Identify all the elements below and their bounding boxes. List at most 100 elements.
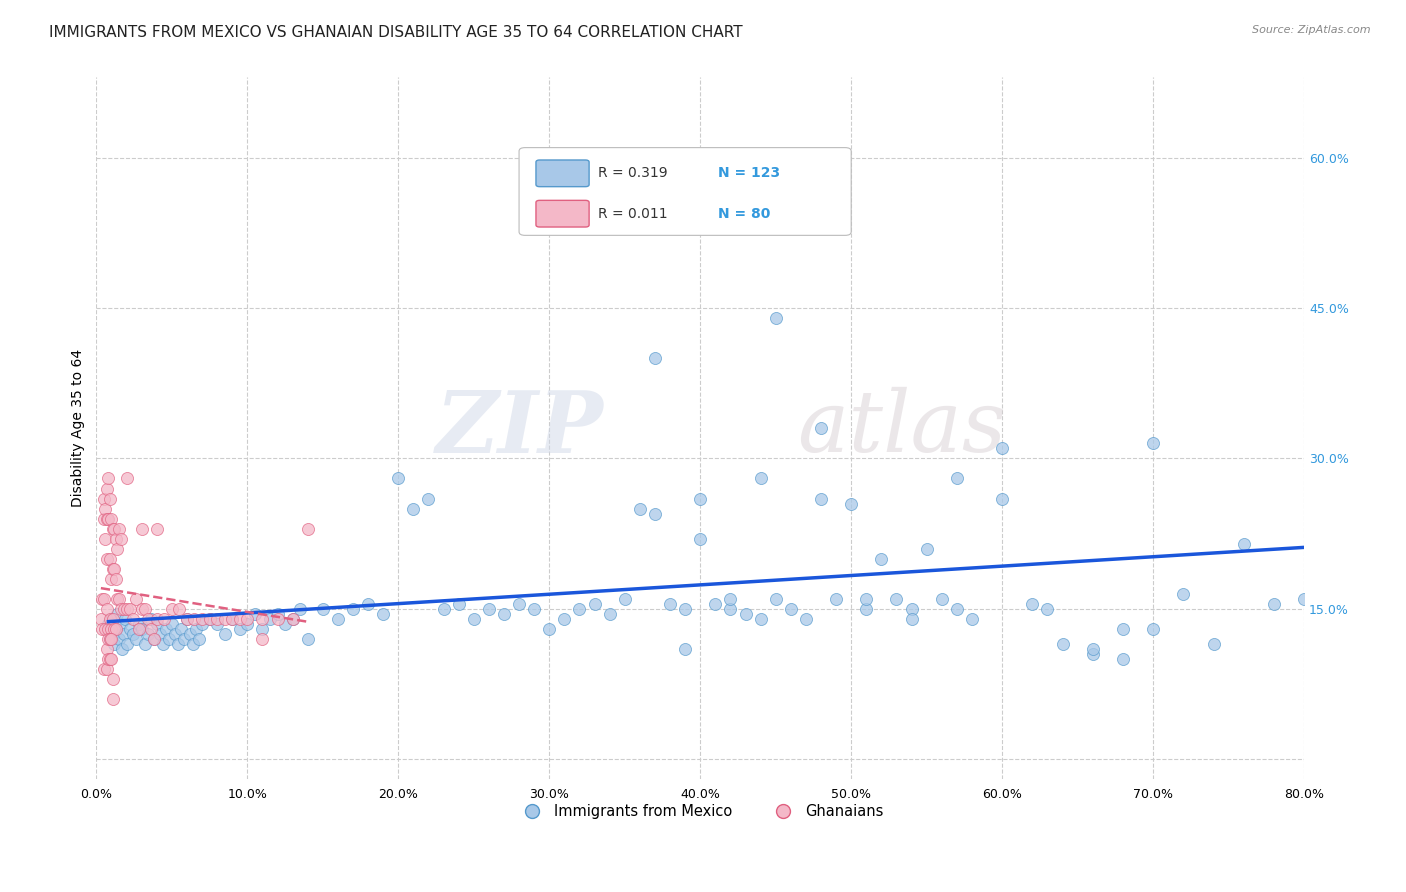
- Point: [131, 622, 153, 636]
- FancyBboxPatch shape: [536, 160, 589, 186]
- Point: [170, 622, 193, 636]
- Point: [274, 616, 297, 631]
- Point: [152, 637, 174, 651]
- Point: [281, 612, 304, 626]
- Point: [93, 491, 115, 506]
- Point: [673, 602, 696, 616]
- Point: [93, 511, 115, 525]
- Point: [98, 491, 121, 506]
- Point: [1142, 436, 1164, 450]
- Point: [478, 602, 501, 616]
- Point: [689, 532, 711, 546]
- Point: [100, 632, 122, 646]
- Point: [236, 616, 259, 631]
- Point: [108, 591, 131, 606]
- Point: [176, 612, 198, 626]
- Point: [214, 612, 236, 626]
- Point: [100, 612, 122, 626]
- Point: [447, 597, 470, 611]
- Point: [508, 597, 530, 611]
- Point: [149, 627, 172, 641]
- Point: [644, 351, 666, 366]
- Point: [107, 607, 129, 621]
- Point: [98, 632, 121, 646]
- Point: [779, 602, 801, 616]
- Text: ZIP: ZIP: [436, 386, 603, 470]
- Point: [101, 562, 124, 576]
- Point: [198, 612, 221, 626]
- Point: [181, 637, 204, 651]
- Point: [124, 591, 146, 606]
- Point: [1052, 637, 1074, 651]
- Point: [93, 591, 115, 606]
- Point: [1202, 637, 1225, 651]
- Point: [115, 637, 138, 651]
- Point: [107, 591, 129, 606]
- Point: [704, 597, 727, 611]
- Point: [810, 491, 832, 506]
- Point: [221, 612, 243, 626]
- Point: [98, 612, 121, 626]
- Point: [167, 637, 190, 651]
- Point: [96, 602, 118, 616]
- Point: [97, 622, 120, 636]
- Point: [97, 471, 120, 485]
- Point: [613, 191, 636, 205]
- Point: [659, 597, 682, 611]
- Point: [169, 602, 191, 616]
- Point: [103, 637, 125, 651]
- Point: [915, 541, 938, 556]
- Text: Source: ZipAtlas.com: Source: ZipAtlas.com: [1253, 25, 1371, 35]
- Point: [96, 641, 118, 656]
- Point: [960, 612, 983, 626]
- Point: [765, 591, 787, 606]
- Point: [104, 572, 127, 586]
- Point: [100, 622, 122, 636]
- Point: [794, 612, 817, 626]
- Point: [118, 622, 141, 636]
- Point: [266, 607, 288, 621]
- Point: [946, 471, 969, 485]
- Point: [205, 612, 228, 626]
- Point: [191, 612, 214, 626]
- Point: [107, 541, 129, 556]
- Point: [160, 616, 183, 631]
- Point: [749, 471, 772, 485]
- Point: [160, 602, 183, 616]
- Point: [931, 591, 953, 606]
- Point: [191, 616, 214, 631]
- Point: [91, 591, 114, 606]
- Point: [108, 632, 131, 646]
- Point: [463, 612, 485, 626]
- Point: [886, 591, 908, 606]
- Point: [101, 612, 124, 626]
- Point: [900, 612, 922, 626]
- Point: [97, 616, 120, 631]
- Point: [297, 522, 319, 536]
- Point: [492, 607, 515, 621]
- Point: [96, 511, 118, 525]
- Point: [121, 612, 143, 626]
- Point: [145, 616, 167, 631]
- Text: N = 80: N = 80: [718, 207, 770, 220]
- Point: [900, 602, 922, 616]
- Point: [131, 602, 153, 616]
- Point: [734, 607, 756, 621]
- Point: [553, 612, 575, 626]
- Point: [243, 607, 266, 621]
- Point: [418, 491, 440, 506]
- Point: [101, 692, 124, 706]
- Point: [583, 597, 606, 611]
- Point: [252, 612, 274, 626]
- Point: [839, 497, 862, 511]
- Point: [991, 442, 1014, 456]
- Point: [689, 491, 711, 506]
- Point: [326, 612, 349, 626]
- Point: [96, 551, 118, 566]
- Point: [288, 602, 311, 616]
- Text: N = 123: N = 123: [718, 166, 780, 180]
- Point: [115, 471, 138, 485]
- Point: [136, 612, 159, 626]
- Point: [91, 622, 114, 636]
- Point: [153, 612, 176, 626]
